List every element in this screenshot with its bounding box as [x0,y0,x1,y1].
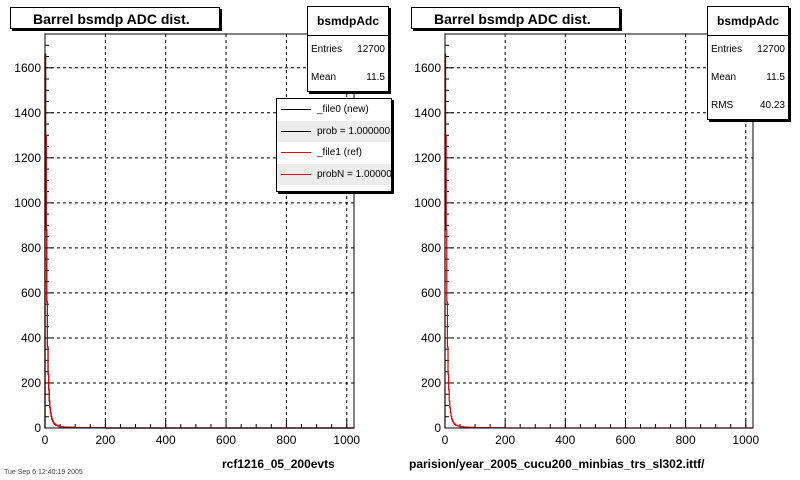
legend-entry: _file0 (new) [277,99,391,121]
x-tick-label: 0 [442,433,449,447]
y-tick-label: 1200 [14,151,41,165]
y-tick-label: 800 [21,241,41,255]
right-chart-title: Barrel bsmdp ADC dist. [411,7,620,29]
left-stats-entries-row: Entries 12700 [308,36,388,64]
x-tick-label: 200 [495,433,515,447]
right-stats-mean-value: 11.5 [766,72,785,83]
x-tick-label: 200 [95,433,115,447]
x-tick-label: 1000 [333,433,360,447]
y-tick-label: 1400 [414,106,441,120]
left-stats-mean-label: Mean [311,72,337,83]
y-tick-label: 200 [21,376,41,390]
legend-entry: prob = 1.000000 [277,120,391,142]
plot-area [445,34,753,428]
y-tick-label: 1000 [414,196,441,210]
y-tick-label: 0 [34,421,41,435]
left-stats-mean-row: Mean 11.5 [308,64,388,92]
legend-line-swatch [281,152,311,154]
legend-label: prob = 1.000000 [317,125,391,137]
plot-area [45,34,354,428]
x-tick-label: 400 [156,433,176,447]
y-tick-label: 400 [21,331,41,345]
x-tick-label: 800 [276,433,296,447]
left-stats-entries-label: Entries [311,44,343,55]
y-tick-label: 200 [421,376,441,390]
right-stats-mean-row: Mean 11.5 [708,64,788,92]
y-tick-label: 600 [21,286,41,300]
left-stats-mean-value: 11.5 [366,72,385,83]
right-stats-rms-value: 40.23 [759,100,785,111]
legend-line-swatch [281,130,311,132]
plot-frame [44,33,355,429]
legend-entry: _file1 (ref) [277,142,391,164]
left-legend: _file0 (new) prob = 1.000000 _file1 (ref… [276,98,392,192]
series-line [444,53,753,429]
left-footer-label: rcf1216_05_200evts [222,457,335,471]
x-tick-label: 600 [216,433,236,447]
legend-label: _file1 (ref) [317,147,363,159]
right-stats-entries-value: 12700 [757,44,785,55]
x-tick-label: 600 [615,433,635,447]
y-tick-label: 0 [434,421,441,435]
left-stats-entries-value: 12700 [357,44,385,55]
x-tick-label: 0 [42,433,49,447]
right-stats-mean-label: Mean [711,72,737,83]
right-stats-entries-row: Entries 12700 [708,36,788,64]
y-tick-label: 600 [421,286,441,300]
right-stats-rms-label: RMS [711,100,734,111]
right-stats-box: bsmdpAdc Entries 12700 Mean 11.5 RMS 40.… [707,6,789,120]
legend-label: _file0 (new) [317,104,369,116]
y-tick-label: 400 [421,331,441,345]
left-stats-name: bsmdpAdc [308,7,388,36]
legend-label: probN = 1.000000 [317,168,392,180]
left-chart-title: Barrel bsmdp ADC dist. [10,7,220,29]
legend-line-swatch [281,173,311,175]
y-tick-label: 1000 [14,196,41,210]
x-tick-label: 800 [676,433,696,447]
legend-entry: probN = 1.000000 [277,163,392,185]
right-footer-label: parision/year_2005_cucu200_minbias_trs_s… [409,457,705,471]
plot-frame [444,33,754,429]
y-tick-label: 1600 [414,61,441,75]
timestamp-label: Tue Sep 6 12:40:19 2005 [4,469,83,476]
left-stats-box: bsmdpAdc Entries 12700 Mean 11.5 [307,6,389,92]
series-line [44,53,354,429]
y-tick-label: 1200 [414,151,441,165]
x-tick-label: 400 [555,433,575,447]
y-tick-label: 800 [421,241,441,255]
legend-line-swatch [281,109,311,111]
x-tick-label: 1000 [732,433,759,447]
right-stats-name: bsmdpAdc [708,7,788,36]
y-tick-label: 1600 [14,61,41,75]
right-stats-entries-label: Entries [711,44,743,55]
right-stats-rms-row: RMS 40.23 [708,92,788,120]
y-tick-label: 1400 [14,106,41,120]
